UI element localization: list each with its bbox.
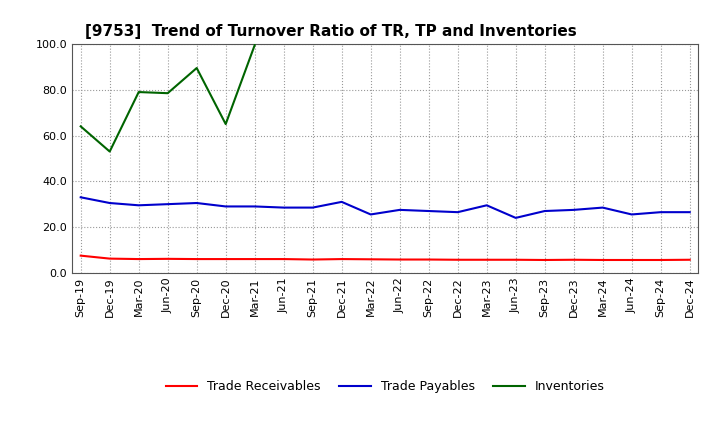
Trade Payables — [135, 203, 143, 208]
Trade Payables — [395, 207, 404, 213]
Trade Receivables — [192, 257, 201, 262]
Trade Receivables — [598, 257, 607, 263]
Inventories — [135, 89, 143, 95]
Trade Receivables — [627, 257, 636, 263]
Trade Payables — [454, 209, 462, 215]
Inventories — [192, 66, 201, 71]
Trade Payables — [308, 205, 317, 210]
Trade Receivables — [424, 257, 433, 262]
Trade Payables — [657, 209, 665, 215]
Trade Payables — [424, 209, 433, 214]
Trade Payables — [251, 204, 259, 209]
Trade Receivables — [657, 257, 665, 263]
Trade Receivables — [163, 256, 172, 261]
Trade Payables — [105, 200, 114, 205]
Line: Inventories: Inventories — [81, 45, 255, 151]
Trade Receivables — [105, 256, 114, 261]
Trade Payables — [627, 212, 636, 217]
Trade Payables — [163, 202, 172, 207]
Text: [9753]  Trend of Turnover Ratio of TR, TP and Inventories: [9753] Trend of Turnover Ratio of TR, TP… — [84, 24, 576, 39]
Trade Payables — [570, 207, 578, 213]
Line: Trade Receivables: Trade Receivables — [81, 256, 690, 260]
Trade Payables — [366, 212, 375, 217]
Inventories — [251, 43, 259, 48]
Trade Payables — [221, 204, 230, 209]
Trade Payables — [192, 200, 201, 205]
Trade Payables — [338, 199, 346, 205]
Trade Receivables — [570, 257, 578, 262]
Trade Receivables — [541, 257, 549, 263]
Trade Receivables — [338, 257, 346, 262]
Trade Receivables — [135, 257, 143, 262]
Legend: Trade Receivables, Trade Payables, Inventories: Trade Receivables, Trade Payables, Inven… — [161, 375, 610, 398]
Trade Receivables — [221, 257, 230, 262]
Trade Payables — [685, 209, 694, 215]
Trade Payables — [598, 205, 607, 210]
Trade Payables — [76, 194, 85, 200]
Trade Receivables — [279, 257, 288, 262]
Trade Payables — [541, 209, 549, 214]
Trade Receivables — [76, 253, 85, 258]
Trade Payables — [511, 215, 520, 220]
Inventories — [76, 124, 85, 129]
Trade Receivables — [685, 257, 694, 262]
Trade Payables — [482, 203, 491, 208]
Trade Receivables — [482, 257, 491, 262]
Inventories — [221, 121, 230, 127]
Trade Receivables — [454, 257, 462, 262]
Trade Receivables — [251, 257, 259, 262]
Inventories — [163, 91, 172, 96]
Trade Receivables — [511, 257, 520, 262]
Line: Trade Payables: Trade Payables — [81, 197, 690, 218]
Trade Receivables — [366, 257, 375, 262]
Trade Receivables — [308, 257, 317, 262]
Trade Payables — [279, 205, 288, 210]
Trade Receivables — [395, 257, 404, 262]
Inventories — [105, 149, 114, 154]
